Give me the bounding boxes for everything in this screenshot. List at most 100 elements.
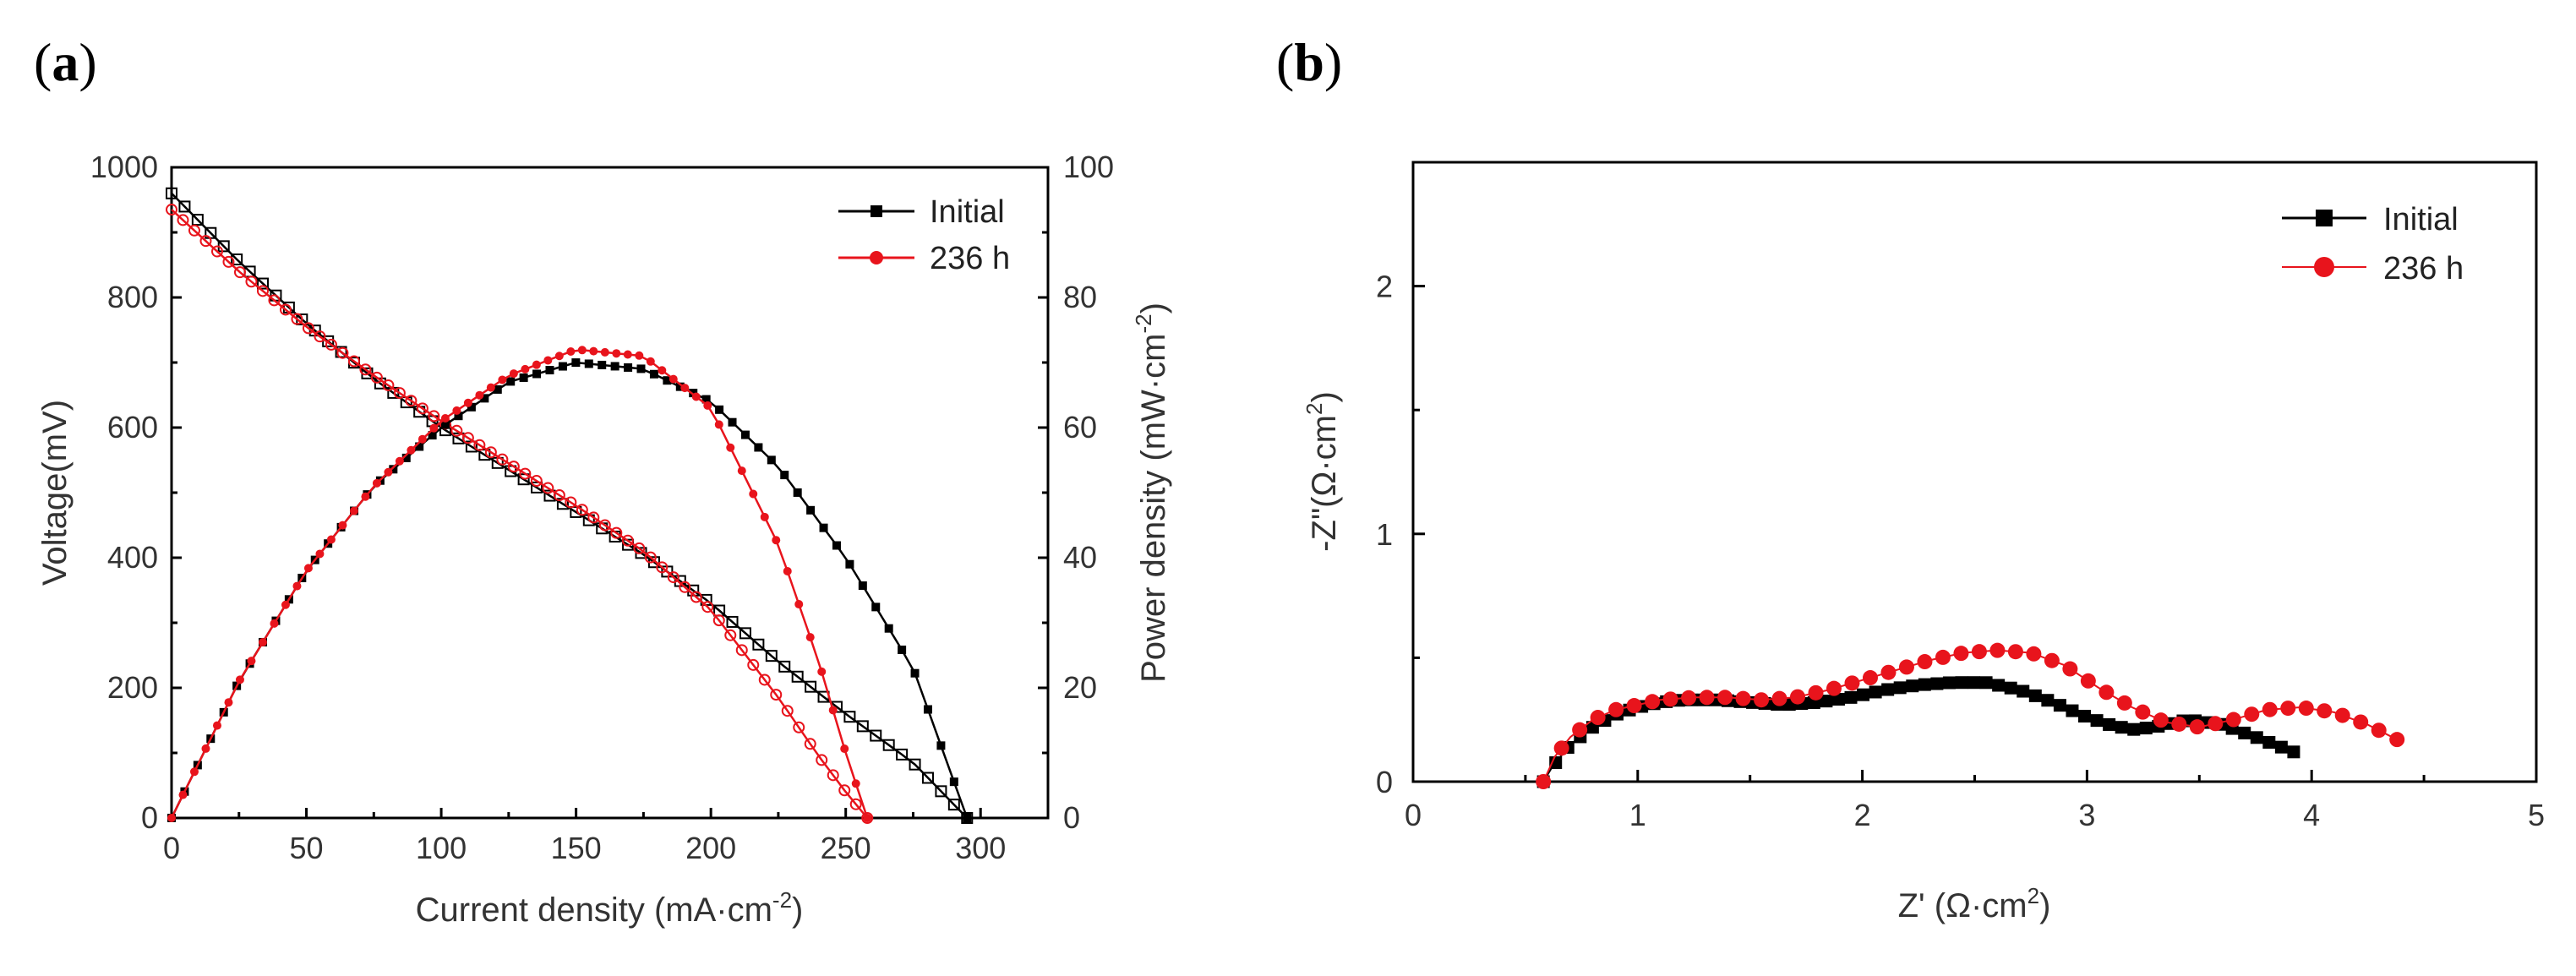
plot-b-initial-point — [1930, 677, 1944, 690]
plot-a-voltage-236h-point — [565, 496, 577, 509]
plot-b-236h-point — [2026, 646, 2042, 662]
plot-a-power-initial-point — [401, 453, 411, 462]
plot-a-power-initial-point — [532, 369, 542, 379]
plot-a-voltage-236h-point — [644, 551, 657, 564]
plot-a-voltage-236h-point — [507, 461, 520, 473]
plot-a-power-236h-point — [783, 566, 792, 575]
panel-b-label-open: ( — [1276, 32, 1294, 92]
plot-b-xtick-label: 3 — [2078, 798, 2095, 832]
plot-a-power-236h-point — [566, 347, 576, 357]
plot-b-236h-point — [2171, 716, 2187, 732]
plot-b-236h-point — [1553, 740, 1569, 756]
plot-a-power-236h-point — [600, 347, 609, 357]
plot-a-voltage-236h-point — [177, 214, 189, 226]
plot-a-voltage-236h-point — [667, 571, 679, 584]
plot-a-power-initial-point — [506, 377, 516, 386]
plot-a-voltage-236h-point — [347, 355, 360, 368]
plot-b-236h-point — [2262, 701, 2278, 717]
plot-a-power-236h-point — [680, 384, 690, 393]
plot-b-ylabel-sup: 2 — [1302, 403, 1327, 415]
plot-a-power-236h-point — [691, 392, 701, 401]
plot-a-power-initial-point — [441, 420, 450, 429]
plot-b-initial-point — [1869, 685, 1882, 699]
plot-b-236h-point — [1590, 710, 1606, 726]
plot-b-xlabel-main: Z' (Ω·cm — [1898, 887, 2028, 924]
plot-b-236h-point — [2189, 719, 2205, 735]
plot-a-power-236h-point — [429, 423, 439, 433]
plot-a-voltage-236h-point — [336, 346, 349, 359]
plot-a-voltage-initial-point — [909, 758, 921, 771]
plot-b-236h-point — [2044, 652, 2060, 668]
plot-a-power-initial-point — [610, 362, 619, 371]
plot-a-voltage-initial-point — [166, 187, 177, 199]
panel-a-label-open: ( — [34, 32, 52, 92]
plot-a-ytick-right-label: 100 — [1063, 150, 1114, 184]
plot-b-ylabel-end: ) — [1306, 391, 1343, 402]
plot-a-voltage-initial-point — [870, 729, 882, 742]
plot-a-power-236h-point — [554, 352, 564, 361]
plot-a-voltage-236h-point — [530, 475, 543, 488]
plot-a-power-initial-point — [715, 405, 724, 414]
legend-a-236h-marker — [870, 251, 883, 264]
plot-b-236h-point — [1826, 680, 1842, 696]
plot-b-initial-point — [2028, 689, 2042, 702]
plot-a-voltage-236h-point — [210, 245, 223, 258]
plot-a-voltage-236h-point — [816, 754, 828, 766]
plot-a-xtick-label: 0 — [163, 831, 180, 865]
plot-b-236h-point — [1917, 654, 1933, 670]
plot-a-voltage-236h-point — [758, 673, 771, 686]
plot-b-ytick-label: 1 — [1376, 517, 1393, 552]
plot-a-power-initial-point — [767, 455, 776, 465]
plot-a-power-236h-point — [498, 375, 507, 384]
plot-b-236h-point — [1536, 774, 1552, 789]
plot-a-ylabel-left: Voltage(mV) — [36, 400, 74, 586]
plot-a: 0 50 100 150 200 250 300 0 200 400 600 800 1000 0 20 40… — [36, 150, 1172, 929]
plot-a-power-initial-point — [636, 364, 646, 373]
plot-b-initial-point — [2127, 722, 2141, 736]
plot-a-voltage-initial-point — [778, 660, 791, 673]
plot-a-xtick-label: 200 — [685, 831, 736, 865]
plot-a-voltage-initial-point — [921, 772, 934, 784]
plot-b-initial-point — [1844, 690, 1858, 704]
plot-a-voltage-initial-point — [478, 449, 491, 461]
plot-a-ytick-left-label: 800 — [107, 280, 158, 314]
plot-a-voltage-236h-point — [256, 285, 269, 297]
plot-b-xlabel-sup: 2 — [2028, 883, 2039, 908]
plot-b-236h-point — [2371, 722, 2387, 739]
plot-a-voltage-236h-point — [166, 204, 177, 216]
plot-a-voltage-236h-point — [450, 424, 463, 437]
plot-a-voltage-initial-point — [752, 638, 765, 651]
plot-a-power-236h-point — [486, 383, 495, 392]
plot-a-power-initial-point — [675, 382, 685, 391]
plot-a-voltage-236h-point — [553, 488, 565, 501]
plot-a-power-initial-point — [884, 624, 893, 633]
panel-b-label: (b) — [1276, 32, 1342, 92]
plot-a-power-initial-point — [949, 777, 958, 787]
plot-a-power-236h-point — [407, 445, 416, 455]
plot-b-236h-point — [1989, 642, 2006, 658]
plot-a-power-236h-point — [281, 600, 290, 609]
plot-a-power-236h-point — [315, 549, 325, 559]
plot-b-ytick-label: 2 — [1376, 270, 1393, 304]
plot-a-voltage-initial-point — [856, 720, 869, 733]
plot-a-ylabel-right-main: Power density (mW·cm — [1135, 334, 1172, 683]
plot-a-ylabel-right: Power density (mW·cm-2) — [1131, 303, 1172, 683]
plot-a-power-236h-point — [178, 790, 188, 799]
plot-a-power-initial-point — [389, 465, 398, 474]
plot-b-236h-point — [2208, 716, 2224, 732]
plot-a-power-initial-point — [624, 363, 633, 372]
plot-b-236h-point — [2225, 712, 2241, 728]
plot-a-voltage-236h-point — [496, 453, 509, 466]
plot-b-236h-point — [1971, 644, 1987, 660]
plot-b-236h-point — [1572, 722, 1588, 738]
plot-a-power-initial-point — [649, 369, 658, 379]
plot-a-voltage-initial-point — [961, 812, 974, 824]
plot-a-voltage-236h-point — [770, 689, 783, 701]
plot-b-initial-point — [1831, 692, 1845, 706]
plot-b-initial-point — [1979, 676, 1993, 690]
plot-a-voltage-236h-point — [656, 561, 669, 574]
plot-b-initial-point — [1942, 676, 1956, 690]
plot-b-236h-point — [1935, 649, 1951, 665]
plot-a-xtick-label: 100 — [416, 831, 467, 865]
